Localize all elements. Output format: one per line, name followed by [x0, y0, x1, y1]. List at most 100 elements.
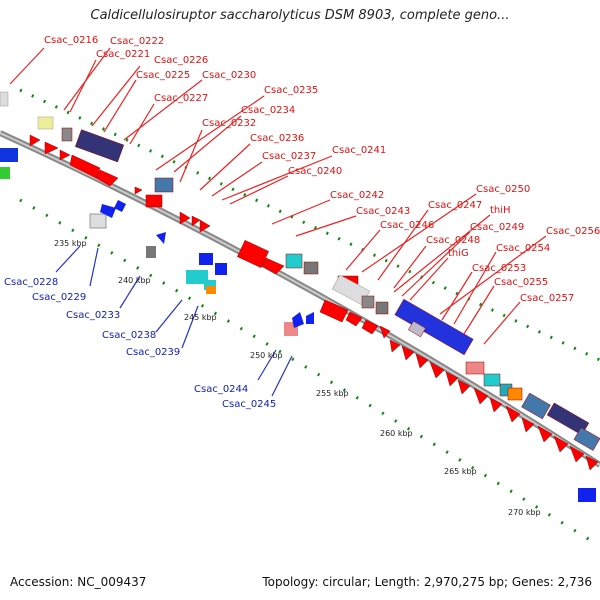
gene-label[interactable]: Csac_0236	[250, 133, 304, 144]
gene-block	[285, 253, 303, 269]
gene-arrow	[489, 397, 503, 413]
forward-gene-labels: Csac_0216 Csac_0222 Csac_0221 Csac_0226 …	[44, 35, 600, 304]
gene-label[interactable]: Csac_0247	[428, 200, 482, 211]
gene-block	[408, 320, 426, 338]
kbp-ticks: 235 kbp 240 kbp 245 kbp 250 kbp 255 kbp …	[54, 239, 541, 517]
gene-label[interactable]: Csac_0234	[241, 105, 295, 116]
gene-block	[465, 361, 485, 375]
gene-arrow	[445, 371, 459, 387]
gene-label[interactable]: Csac_0233	[66, 310, 120, 321]
gene-block	[206, 286, 216, 294]
gene-label[interactable]: Csac_0227	[154, 93, 208, 104]
gene-block	[0, 148, 18, 162]
gene-block	[303, 261, 319, 275]
gene-arrow	[44, 141, 59, 155]
gene-label[interactable]: Csac_0255	[494, 277, 548, 288]
accession-text: Accession: NC_009437	[10, 575, 147, 589]
gene-block	[146, 246, 156, 258]
gene-arrow	[59, 149, 71, 161]
gene-arrow	[134, 186, 143, 195]
gene-label[interactable]: Csac_0248	[426, 235, 480, 246]
gene-block	[237, 240, 269, 268]
gene-label[interactable]: Csac_0216	[44, 35, 98, 46]
gene-arrow	[199, 219, 211, 233]
gene-block	[89, 213, 107, 229]
gene-label[interactable]: Csac_0221	[96, 49, 150, 60]
gene-label[interactable]: Csac_0225	[136, 70, 190, 81]
gene-label[interactable]: Csac_0253	[472, 263, 526, 274]
gene-arrow	[179, 211, 191, 225]
gene-arrow	[389, 339, 401, 353]
gene-label[interactable]: Csac_0246	[380, 220, 434, 231]
gene-arrow	[29, 134, 41, 147]
gene-label[interactable]: Csac_0226	[154, 55, 208, 66]
gene-label[interactable]: Csac_0244	[194, 384, 248, 395]
gene-label[interactable]: Csac_0229	[32, 292, 86, 303]
gene-label[interactable]: Csac_0257	[520, 293, 574, 304]
gene-label[interactable]: Csac_0256	[546, 226, 600, 237]
gene-label[interactable]: thiG	[448, 248, 469, 259]
kbp-tick-label: 265 kbp	[444, 467, 477, 476]
gene-label[interactable]: Csac_0249	[470, 222, 524, 233]
dotted-track-outer	[19, 88, 600, 362]
kbp-tick-label: 255 kbp	[316, 389, 349, 398]
gene-block	[145, 194, 163, 208]
gene-block	[573, 427, 600, 451]
gene-label[interactable]: Csac_0239	[126, 347, 180, 358]
gene-arrow	[191, 215, 201, 227]
gene-block	[546, 402, 590, 436]
gene-arrow	[100, 204, 116, 218]
gene-label[interactable]: Csac_0240	[288, 166, 342, 177]
gene-label[interactable]: Csac_0242	[330, 190, 384, 201]
kbp-tick-label: 270 kbp	[508, 508, 541, 517]
kbp-tick-label: 235 kbp	[54, 239, 87, 248]
gene-label[interactable]: thiH	[490, 205, 511, 216]
gene-block	[483, 373, 501, 387]
gene-label[interactable]: Csac_0241	[332, 145, 386, 156]
gene-arrow	[306, 312, 314, 324]
gene-arrow	[569, 445, 585, 463]
gene-arrow	[415, 353, 429, 369]
gene-arrow	[585, 455, 599, 471]
gene-label[interactable]: Csac_0237	[262, 151, 316, 162]
gene-label[interactable]: Csac_0254	[496, 243, 550, 254]
gene-arrow	[361, 319, 379, 335]
gene-arrow	[319, 299, 349, 323]
gene-label[interactable]: Csac_0250	[476, 184, 530, 195]
gene-label[interactable]: Csac_0243	[356, 206, 410, 217]
gene-block	[154, 177, 174, 193]
gene-arrow	[537, 425, 553, 443]
gene-block	[204, 280, 216, 290]
gene-arrow	[521, 417, 535, 433]
gene-label[interactable]: Csac_0235	[264, 85, 318, 96]
gene-block	[215, 263, 227, 275]
gene-arrow	[292, 312, 304, 328]
kbp-tick-label: 250 kbp	[250, 351, 283, 360]
map-title: Caldicellulosiruptor saccharolyticus DSM…	[90, 8, 510, 23]
gene-block	[507, 387, 523, 401]
gene-label[interactable]: Csac_0228	[4, 277, 58, 288]
gene-block	[37, 116, 54, 130]
gene-arrow	[457, 379, 471, 395]
gene-label[interactable]: Csac_0222	[110, 36, 164, 47]
dotted-track-inner	[19, 198, 591, 542]
gene-arrow	[401, 345, 415, 361]
gene-label[interactable]: Csac_0238	[102, 330, 156, 341]
gene-block	[578, 488, 596, 502]
gene-block	[521, 392, 551, 420]
gene-block	[394, 298, 474, 356]
reverse-genes	[0, 148, 596, 502]
forward-leader-lines	[9, 47, 547, 345]
gene-label[interactable]: Csac_0230	[202, 70, 256, 81]
gene-arrow	[261, 257, 285, 275]
gene-arrow	[114, 200, 126, 212]
gene-arrow	[156, 232, 166, 244]
gene-label[interactable]: Csac_0232	[202, 118, 256, 129]
gene-block	[361, 295, 375, 309]
genome-summary-text: Topology: circular; Length: 2,970,275 bp…	[262, 575, 592, 589]
gene-label[interactable]: Csac_0245	[222, 399, 276, 410]
gene-arrow	[95, 169, 119, 187]
forward-genes	[0, 91, 600, 471]
gene-arrow	[379, 325, 391, 339]
